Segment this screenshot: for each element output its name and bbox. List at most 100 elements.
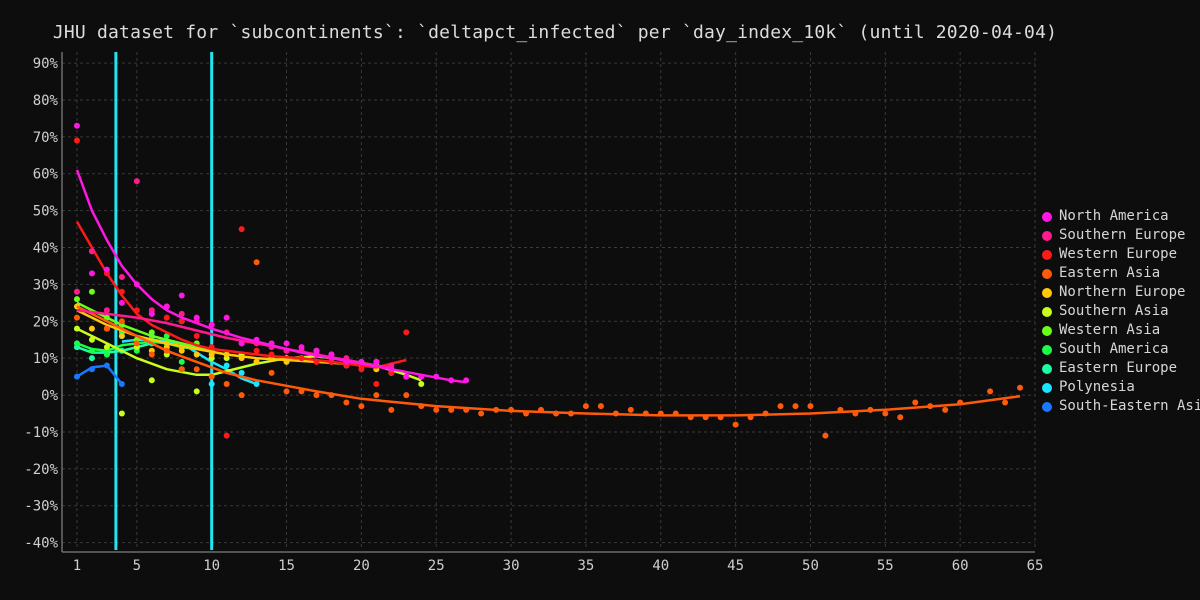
data-point-eastern-asia <box>822 432 829 439</box>
data-point-north-america <box>88 270 95 277</box>
data-point-north-america <box>403 373 410 380</box>
data-point-eastern-asia <box>717 414 724 421</box>
legend-swatch <box>1042 230 1052 241</box>
data-point-southern-asia <box>418 381 425 387</box>
data-point-southern-europe <box>103 307 110 314</box>
data-point-polynesia <box>253 381 260 387</box>
data-point-south-eastern-asia <box>103 362 110 369</box>
data-point-eastern-asia <box>358 403 365 410</box>
chart-title: JHU dataset for `subcontinents`: `deltap… <box>52 22 1058 43</box>
trend-line-south-eastern-asia <box>76 364 123 385</box>
x-tick-label: 1 <box>73 558 81 574</box>
data-point-western-europe <box>403 329 410 336</box>
data-point-western-europe <box>223 432 230 439</box>
y-tick-label: -30% <box>24 499 58 515</box>
data-point-western-asia <box>148 329 155 336</box>
data-point-western-europe <box>193 333 200 340</box>
data-point-north-america <box>193 314 200 321</box>
data-point-polynesia <box>208 381 215 387</box>
data-point-eastern-asia <box>178 366 185 373</box>
y-tick-label: 10% <box>33 351 59 367</box>
data-point-southern-europe <box>178 310 185 317</box>
data-point-eastern-asia <box>1002 399 1009 406</box>
data-point-eastern-asia <box>687 414 694 421</box>
x-tick-label: 65 <box>1027 558 1044 574</box>
data-point-western-europe <box>313 358 320 365</box>
data-point-eastern-asia <box>538 406 545 413</box>
data-point-eastern-asia <box>448 406 455 413</box>
legend-swatch <box>1042 268 1052 279</box>
data-point-southern-asia <box>73 325 80 332</box>
legend-label: Polynesia <box>1059 379 1135 395</box>
data-point-eastern-asia <box>552 410 559 417</box>
y-tick-label: 70% <box>33 130 59 146</box>
data-point-western-asia <box>103 314 110 321</box>
y-tick-label: -40% <box>24 536 58 552</box>
data-point-western-europe <box>298 355 305 362</box>
data-point-eastern-asia <box>208 373 215 380</box>
data-point-north-america <box>238 340 245 347</box>
data-point-eastern-asia <box>268 369 275 376</box>
x-tick-label: 20 <box>353 558 370 574</box>
x-tick-label: 40 <box>652 558 669 574</box>
data-point-north-america <box>418 373 425 380</box>
data-point-north-america <box>388 366 395 373</box>
data-point-eastern-asia <box>957 399 964 406</box>
data-point-eastern-asia <box>343 399 350 406</box>
data-point-south-america <box>178 358 185 365</box>
data-point-northern-europe <box>118 333 125 340</box>
data-point-eastern-asia <box>912 399 919 406</box>
legend-item-eastern-europe: Eastern Europe <box>1042 359 1200 378</box>
data-point-eastern-asia <box>298 388 305 395</box>
x-tick-label: 30 <box>503 558 520 574</box>
data-point-eastern-asia <box>567 410 574 417</box>
y-tick-label: 0% <box>41 388 58 404</box>
data-point-eastern-asia <box>148 351 155 358</box>
x-tick-label: 45 <box>727 558 744 574</box>
y-tick-label: 90% <box>33 56 59 72</box>
data-point-eastern-asia <box>103 325 110 332</box>
data-point-western-europe <box>73 137 80 144</box>
data-point-eastern-asia <box>493 406 500 413</box>
data-point-polynesia <box>238 369 245 376</box>
data-point-south-america <box>103 351 110 358</box>
data-point-western-europe <box>178 318 185 325</box>
y-tick-label: -20% <box>24 462 58 478</box>
legend-item-northern-europe: Northern Europe <box>1042 283 1200 302</box>
legend-item-eastern-asia: Eastern Asia <box>1042 264 1200 283</box>
legend-item-polynesia: Polynesia <box>1042 378 1200 397</box>
data-point-northern-europe <box>88 325 95 332</box>
legend-item-southern-asia: Southern Asia <box>1042 302 1200 321</box>
legend-label: Northern Europe <box>1059 284 1186 300</box>
data-point-south-eastern-asia <box>118 381 125 387</box>
data-point-northern-europe <box>253 358 260 365</box>
legend-label: Western Europe <box>1059 246 1178 262</box>
data-point-north-america <box>163 303 170 310</box>
legend-swatch <box>1042 211 1052 222</box>
data-point-south-america <box>73 340 80 347</box>
legend-swatch <box>1042 325 1052 336</box>
legend-item-north-america: North America <box>1042 207 1200 226</box>
y-tick-label: -10% <box>24 425 58 441</box>
data-point-north-america <box>223 314 230 321</box>
data-point-eastern-asia <box>657 410 664 417</box>
data-point-eastern-asia <box>118 318 125 325</box>
data-point-eastern-asia <box>942 406 949 413</box>
x-tick-label: 50 <box>802 558 819 574</box>
data-point-eastern-asia <box>478 410 485 417</box>
x-tick-label: 25 <box>428 558 445 574</box>
data-point-northern-europe <box>283 358 290 365</box>
legend-swatch <box>1042 306 1052 317</box>
y-tick-label: 30% <box>33 277 59 293</box>
data-point-eastern-asia <box>852 410 859 417</box>
data-point-eastern-asia <box>792 403 799 410</box>
data-point-eastern-asia <box>223 381 230 387</box>
data-point-south-america <box>88 347 95 354</box>
x-tick-label: 5 <box>133 558 141 574</box>
data-point-north-america <box>253 336 260 343</box>
data-point-southern-asia <box>103 344 110 351</box>
data-point-south-eastern-asia <box>73 373 80 380</box>
y-tick-label: 20% <box>33 314 59 330</box>
legend-swatch <box>1042 363 1052 374</box>
